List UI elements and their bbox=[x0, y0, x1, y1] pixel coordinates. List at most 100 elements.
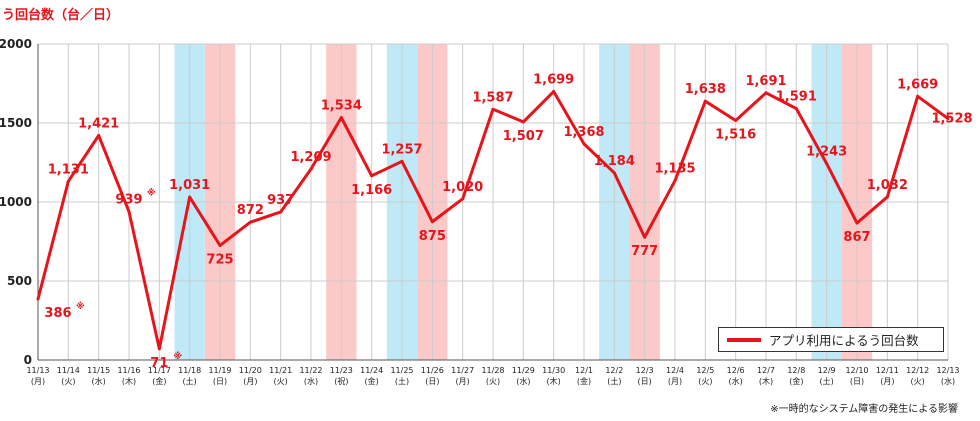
x-tick-day: (月) bbox=[668, 377, 682, 386]
x-tick-date: 11/29 bbox=[512, 366, 535, 375]
data-point bbox=[946, 117, 950, 121]
data-point bbox=[157, 347, 161, 351]
data-label: 1,135 bbox=[654, 162, 695, 177]
data-point bbox=[339, 116, 343, 120]
x-tick-date: 12/1 bbox=[575, 366, 593, 375]
x-tick-day: (日) bbox=[213, 377, 227, 386]
data-point bbox=[248, 220, 252, 224]
x-tick-day: (金) bbox=[789, 376, 803, 386]
x-tick-date: 11/30 bbox=[542, 366, 565, 375]
x-tick-date: 11/25 bbox=[390, 366, 413, 375]
x-tick-day: (火) bbox=[486, 377, 500, 386]
x-tick-day: (土) bbox=[607, 376, 621, 386]
x-tick-date: 11/23 bbox=[330, 366, 353, 375]
x-tick-date: 12/7 bbox=[757, 366, 775, 375]
data-label: 937 bbox=[267, 193, 294, 208]
x-tick-day: (日) bbox=[638, 377, 652, 386]
x-tick-date: 11/17 bbox=[148, 366, 171, 375]
data-label: 1,507 bbox=[503, 129, 544, 144]
data-label: 1,184 bbox=[594, 154, 635, 169]
x-tick-date: 12/2 bbox=[605, 366, 623, 375]
data-label: 386 bbox=[44, 306, 71, 321]
data-point bbox=[521, 120, 525, 124]
legend-line-swatch bbox=[727, 337, 761, 342]
y-tick-labels: 0 500 1000 1500 2000 bbox=[0, 37, 32, 367]
data-label: 1,638 bbox=[685, 82, 726, 97]
data-point bbox=[673, 179, 677, 183]
data-label: 939 bbox=[115, 193, 142, 208]
x-tick-day: (水) bbox=[304, 376, 318, 386]
data-point bbox=[279, 210, 283, 214]
legend-label: アプリ利用によるう回台数 bbox=[769, 333, 919, 348]
data-point bbox=[430, 220, 434, 224]
data-label: 1,032 bbox=[867, 178, 908, 193]
data-label: 1,131 bbox=[48, 162, 89, 177]
x-tick-date: 12/12 bbox=[906, 366, 929, 375]
footnote: ※一時的なシステム障害の発生による影響 bbox=[770, 404, 958, 415]
data-point bbox=[491, 107, 495, 111]
data-point bbox=[552, 90, 556, 94]
x-tick-day: (月) bbox=[243, 377, 257, 386]
x-tick-day: (月) bbox=[31, 377, 45, 386]
x-tick-day: (月) bbox=[880, 377, 894, 386]
data-label: 1,166 bbox=[351, 183, 392, 198]
x-tick-day: (火) bbox=[61, 377, 75, 386]
y-tick-label: 2000 bbox=[0, 37, 32, 51]
x-tick-date: 12/6 bbox=[727, 366, 745, 375]
x-tick-date: 11/19 bbox=[208, 366, 231, 375]
x-tick-day: (木) bbox=[759, 376, 773, 386]
x-tick-date: 12/13 bbox=[936, 366, 959, 375]
x-tick-date: 11/13 bbox=[26, 366, 49, 375]
x-tick-day: (日) bbox=[850, 377, 864, 386]
data-point bbox=[461, 197, 465, 201]
x-tick-day: (祝) bbox=[334, 376, 348, 386]
x-tick-labels: 11/13(月)11/14(火)11/15(水)11/16(木)11/17(金)… bbox=[26, 366, 959, 386]
x-tick-day: (木) bbox=[547, 376, 561, 386]
data-label: 725 bbox=[206, 252, 233, 267]
x-tick-day: (金) bbox=[577, 376, 591, 386]
y-axis-title: う回台数（台／日） bbox=[2, 8, 120, 23]
data-label: 71 bbox=[150, 356, 168, 371]
x-tick-date: 12/3 bbox=[636, 366, 654, 375]
y-tick-label: 0 bbox=[24, 353, 32, 367]
data-point bbox=[885, 195, 889, 199]
data-label: 1,243 bbox=[806, 145, 847, 160]
x-tick-date: 11/28 bbox=[481, 366, 504, 375]
data-label: 1,534 bbox=[321, 99, 362, 114]
x-tick-day: (土) bbox=[820, 376, 834, 386]
data-label: 1,516 bbox=[715, 127, 756, 142]
data-label: 777 bbox=[631, 244, 658, 259]
x-tick-date: 11/20 bbox=[239, 366, 262, 375]
y-tick-label: 1500 bbox=[0, 116, 32, 130]
data-point bbox=[66, 179, 70, 183]
data-point bbox=[36, 297, 40, 301]
data-label: 1,257 bbox=[381, 142, 422, 157]
x-tick-day: (木) bbox=[122, 376, 136, 386]
data-label: 1,528 bbox=[931, 112, 972, 127]
data-label: 1,669 bbox=[897, 77, 938, 92]
x-tick-date: 12/11 bbox=[876, 366, 899, 375]
data-label: 872 bbox=[237, 203, 264, 218]
data-point bbox=[916, 94, 920, 98]
data-label-asterisk: ※ bbox=[76, 301, 85, 312]
data-point bbox=[127, 210, 131, 214]
x-tick-date: 12/10 bbox=[845, 366, 868, 375]
series-line bbox=[36, 90, 950, 351]
x-tick-date: 11/27 bbox=[451, 366, 474, 375]
x-tick-day: (水) bbox=[92, 376, 106, 386]
x-tick-date: 11/24 bbox=[360, 366, 383, 375]
data-point bbox=[218, 243, 222, 247]
data-point bbox=[703, 99, 707, 103]
data-label: 1,691 bbox=[745, 74, 786, 89]
data-point bbox=[188, 195, 192, 199]
x-tick-day: (火) bbox=[274, 377, 288, 386]
x-tick-date: 11/15 bbox=[87, 366, 110, 375]
data-point bbox=[400, 159, 404, 163]
data-label: 1,031 bbox=[169, 178, 210, 193]
x-tick-date: 12/4 bbox=[666, 366, 684, 375]
data-label: 867 bbox=[843, 230, 870, 245]
data-point bbox=[734, 118, 738, 122]
data-label: 1,421 bbox=[78, 116, 119, 131]
data-label: 1,699 bbox=[533, 73, 574, 88]
